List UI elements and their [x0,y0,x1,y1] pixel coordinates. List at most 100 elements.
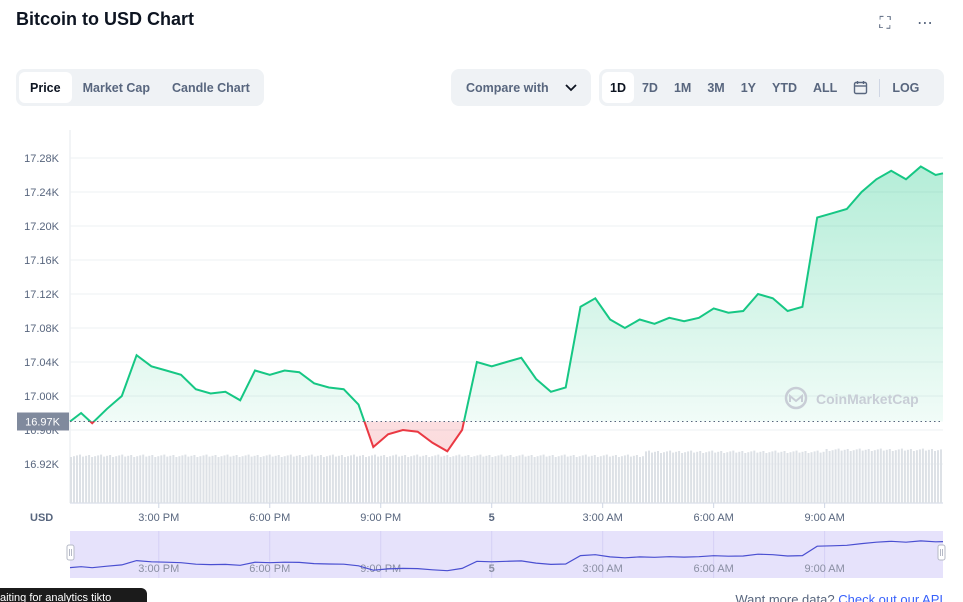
calendar-icon[interactable] [845,72,875,103]
volume-bar [602,455,605,503]
volume-bar [461,456,464,503]
volume-bar [109,455,112,503]
price-line-up [69,165,944,422]
api-link[interactable]: Check out our API [838,592,943,602]
volume-bar [503,456,506,503]
volume-bar [413,455,416,503]
range-1y[interactable]: 1Y [740,80,757,95]
navigator-handle-left[interactable] [66,544,75,561]
tab-candle-chart[interactable]: Candle Chart [171,80,250,95]
compare-with-dropdown[interactable]: Compare with [451,69,591,106]
volume-bar [214,455,217,503]
volume-bar [434,455,437,503]
volume-bar [208,456,211,503]
volume-bar [395,454,398,503]
volume-bar [392,455,395,503]
volume-bar [310,454,313,503]
volume-bar [190,455,193,503]
volume-bar [350,455,352,503]
range-navigator[interactable]: 3:00 PM 6:00 PM 9:00 PM 5 3:00 AM 6:00 AM 9:00… [66,531,946,578]
volume-bar [909,449,912,503]
volume-bar [148,455,151,503]
volume-bar [229,456,232,503]
volume-bar [383,455,386,503]
volume-bar [611,455,614,503]
volume-bar [380,455,383,503]
compare-with-label: Compare with [466,80,549,95]
volume-bar [100,454,103,503]
more-icon[interactable]: ⋯ [917,15,933,32]
volume-bar [735,452,738,503]
volume-bar [479,454,482,503]
volume-bar [575,457,578,503]
y-tick-label: 17.16K [24,255,60,267]
volume-bar [211,455,214,503]
y-tick-label: 17.04K [24,357,60,369]
volume-bar [256,455,259,503]
volume-bar [831,450,834,503]
volume-bar [937,450,939,503]
volume-bar [711,450,714,503]
volume-bar [371,455,373,503]
range-divider [879,78,881,97]
volume-bar [536,456,539,503]
volume-bar [154,457,157,503]
volume-bar [337,455,340,503]
y-axis: 17.28K 17.24K 17.20K 17.16K 17.12K 17.08K 17.0… [17,153,69,524]
volume-bar [124,456,127,503]
volume-bar [885,449,888,503]
volume-bar [717,451,720,503]
range-1m[interactable]: 1M [673,80,692,95]
volume-bar [319,455,322,503]
range-ytd[interactable]: YTD [772,80,798,95]
range-3m[interactable]: 3M [707,80,725,95]
volume-bar [723,453,726,503]
volume-bar [837,448,840,503]
price-series [69,165,944,453]
volume-bar [738,451,741,503]
range-1d[interactable]: 1D [602,72,634,103]
volume-bar [223,455,226,503]
volume-bar [259,457,262,503]
tab-price[interactable]: Price [19,72,72,103]
volume-bar [753,450,756,503]
tab-market-cap[interactable]: Market Cap [82,80,150,95]
watermark-text: CoinMarketCap [816,391,919,407]
log-toggle[interactable]: LOG [892,80,920,95]
volume-bar [759,451,762,503]
volume-bar [792,451,795,503]
x-tick-label: 6:00 PM [249,512,290,524]
volume-bar [816,450,819,503]
range-all[interactable]: ALL [813,80,838,95]
volume-bar [73,456,75,503]
volume-bar [852,450,855,503]
volume-bar [693,452,696,503]
volume-bar [888,449,891,503]
volume-bar [416,454,419,503]
volume-bar [813,451,816,503]
volume-bar [572,455,575,503]
range-7d[interactable]: 7D [641,80,658,95]
volume-bar [130,455,133,503]
volume-bar [497,455,500,503]
volume-bar [548,455,551,503]
volume-bar [115,456,118,503]
volume-bar [265,455,268,503]
volume-bar [473,456,476,503]
volume-bar [325,456,328,503]
volume-bar [506,455,509,503]
volume-bar [714,452,717,503]
volume-bar [398,456,401,503]
fullscreen-icon[interactable]: ⛶ [879,15,891,32]
volume-bar [648,450,650,503]
volume-bar [313,456,316,503]
volume-bar [581,455,584,503]
volume-bar [196,457,199,503]
volume-bar [924,450,927,503]
volume-bar [918,449,921,503]
navigator-handle-right[interactable] [937,544,946,561]
y-unit-label: USD [30,512,53,524]
volume-bar [205,454,208,503]
volume-bar [220,456,223,503]
